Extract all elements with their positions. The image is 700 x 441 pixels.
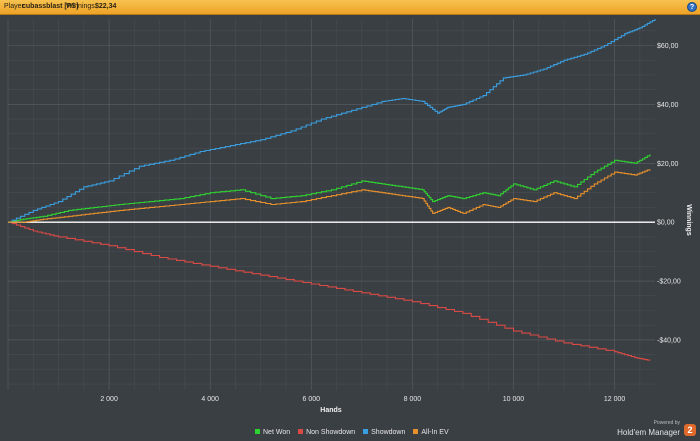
winnings-value: $22,34 xyxy=(95,3,117,10)
x-tick-label: 10 000 xyxy=(503,396,525,403)
x-tick-label: 12 000 xyxy=(604,396,626,403)
y-tick-label: -$20,00 xyxy=(657,279,681,286)
player-label: Player: xyxy=(4,3,26,10)
title-bar: Player: cubassblast [PS] Winnings: $22,3… xyxy=(0,0,700,15)
brand-product: Hold'em Manager xyxy=(617,428,680,437)
y-tick-label: $20,00 xyxy=(657,161,679,168)
series-line-all-in-ev xyxy=(8,169,651,223)
player-name: cubassblast [PS] xyxy=(22,3,79,10)
chart-grid xyxy=(7,19,655,390)
legend-item[interactable]: Net Won xyxy=(255,429,290,436)
y-tick-label: $0,00 xyxy=(657,220,675,227)
legend-item[interactable]: Non Showdown xyxy=(298,429,355,436)
chart-series xyxy=(8,19,656,361)
legend-label: Net Won xyxy=(263,429,291,436)
y-tick-label: -$40,00 xyxy=(657,337,681,344)
y-axis-title: Winnings xyxy=(685,204,692,236)
chart-legend: Net Won Non Showdown Showdown All-In EV xyxy=(255,429,457,439)
legend-label: All-In EV xyxy=(421,429,449,436)
winnings-chart: 2 000 4 000 6 000 8 000 10 000 12 000 $60,00$… xyxy=(7,19,692,414)
brand-logo: Powered by Hold'em Manager 2 xyxy=(616,420,696,438)
x-axis-title: Hands xyxy=(320,407,342,414)
legend-item[interactable]: All-In EV xyxy=(413,429,449,436)
help-icon[interactable]: ? xyxy=(687,2,697,12)
y-tick-label: $60,00 xyxy=(657,43,679,50)
x-tick-label: 6 000 xyxy=(303,396,321,403)
y-tick-label: $40,00 xyxy=(657,102,679,109)
brand-badge: 2 xyxy=(684,424,696,436)
x-tick-label: 8 000 xyxy=(404,396,422,403)
x-tick-label: 2 000 xyxy=(100,396,118,403)
legend-item[interactable]: Showdown xyxy=(363,429,405,436)
x-axis-ticks: 2 000 4 000 6 000 8 000 10 000 12 000 xyxy=(100,396,625,403)
winnings-label: Winnings: xyxy=(66,3,97,10)
series-line-net-won xyxy=(8,154,651,223)
x-tick-label: 4 000 xyxy=(201,396,219,403)
legend-swatch xyxy=(255,429,260,434)
legend-swatch xyxy=(298,429,304,434)
brand-powered-by: Powered by xyxy=(653,420,680,426)
series-line-showdown xyxy=(8,19,656,223)
legend-swatch xyxy=(363,429,369,434)
legend-label: Showdown xyxy=(371,429,406,436)
series-line-non-showdown xyxy=(8,221,651,361)
y-axis-ticks: $60,00 $40,00 $20,00 $0,00 -$20,00 -$40,00 xyxy=(657,43,681,344)
legend-swatch xyxy=(413,429,419,434)
legend-label: Non Showdown xyxy=(306,429,356,436)
